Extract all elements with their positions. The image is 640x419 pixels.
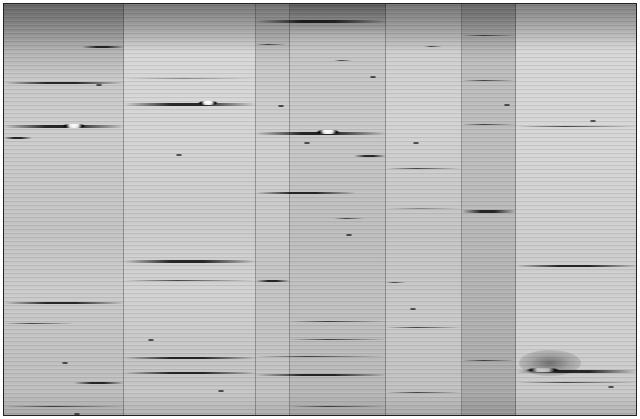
scan-panel-4 — [290, 4, 386, 415]
scan-panel-3 — [256, 4, 290, 415]
scan-panel-6 — [462, 4, 516, 415]
grayscale-scan-image — [3, 3, 637, 416]
scan-panel-1 — [4, 4, 124, 415]
scan-panel-7 — [516, 4, 636, 415]
scan-panel-5 — [386, 4, 462, 415]
scan-panel-2 — [124, 4, 256, 415]
